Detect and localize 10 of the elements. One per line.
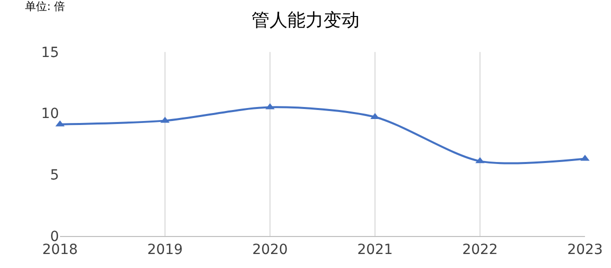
y-tick-label: 15 bbox=[41, 44, 59, 61]
chart-title: 管人能力变动 bbox=[252, 10, 360, 31]
x-tick-label: 2020 bbox=[252, 242, 288, 258]
x-tick-label: 2019 bbox=[147, 242, 183, 258]
x-tick-label: 2021 bbox=[357, 242, 393, 258]
x-tick-label: 2022 bbox=[462, 242, 498, 258]
text: 单位: 倍 bbox=[25, 0, 66, 13]
y-tick-label: 10 bbox=[41, 106, 59, 122]
x-tick-label: 2023 bbox=[567, 242, 603, 258]
y-tick-label: 5 bbox=[50, 168, 59, 184]
